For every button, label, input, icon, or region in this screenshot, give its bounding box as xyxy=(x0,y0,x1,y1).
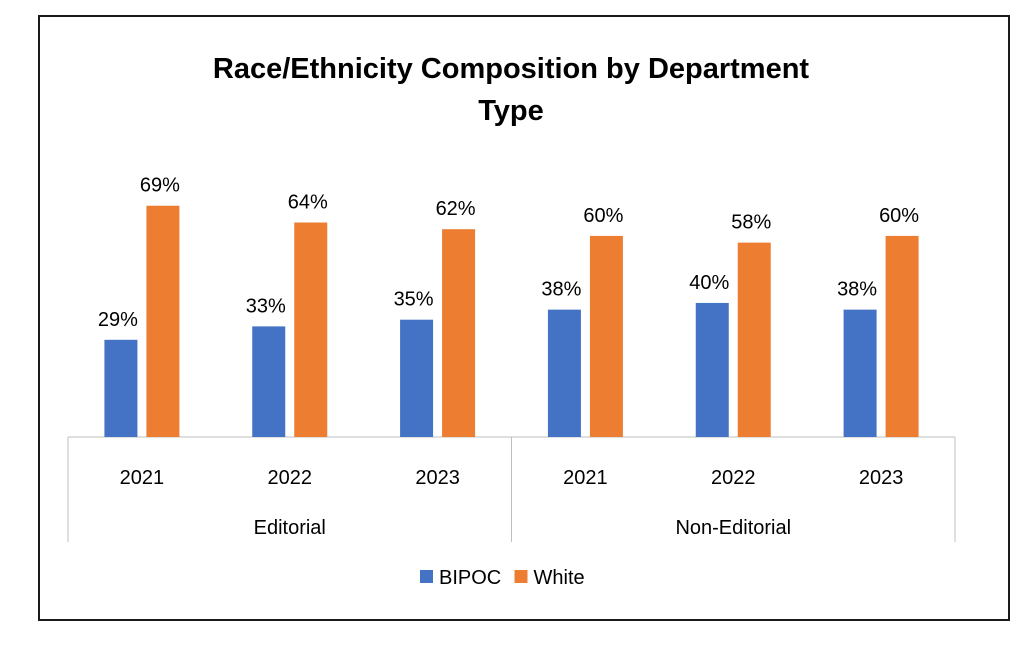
data-label: 60% xyxy=(583,205,623,227)
data-label: 29% xyxy=(98,309,138,331)
legend-swatch-bipoc xyxy=(420,570,433,583)
data-label: 40% xyxy=(689,272,729,294)
data-label: 60% xyxy=(879,205,919,227)
x-tick-label: 2023 xyxy=(859,467,904,489)
bar-bipoc xyxy=(252,326,286,437)
data-label: 58% xyxy=(731,212,771,234)
legend-label-bipoc: BIPOC xyxy=(439,567,501,589)
data-label: 62% xyxy=(436,198,476,220)
labels-layer: 29% 69% 2021 33% 64% 2022 35% 62% 2023 38% 60% 2021… xyxy=(98,175,919,539)
bar-white xyxy=(146,205,180,437)
legend-label-white: White xyxy=(534,567,585,589)
bar-bipoc xyxy=(547,309,581,437)
data-label: 33% xyxy=(246,295,286,317)
bar-white xyxy=(442,229,476,437)
bar-bipoc xyxy=(695,302,729,437)
bar-white xyxy=(885,235,919,437)
bar-white xyxy=(589,235,623,437)
x-group-label: Non-Editorial xyxy=(675,517,791,539)
x-tick-label: 2023 xyxy=(415,467,460,489)
bar-bipoc xyxy=(843,309,877,437)
axis-layer xyxy=(67,436,956,542)
bar-white xyxy=(737,242,771,437)
bar-white xyxy=(294,222,328,437)
x-tick-label: 2021 xyxy=(563,467,608,489)
data-label: 35% xyxy=(394,289,434,311)
bar-bipoc xyxy=(104,339,138,437)
x-tick-label: 2022 xyxy=(268,467,313,489)
x-tick-label: 2021 xyxy=(120,467,165,489)
x-group-label: Editorial xyxy=(254,517,326,539)
bar-bipoc xyxy=(400,319,434,437)
data-label: 38% xyxy=(541,279,581,301)
data-label: 69% xyxy=(140,175,180,197)
legend-swatch-white xyxy=(514,570,528,583)
legend: BIPOC White xyxy=(420,567,585,589)
chart-title-line-2: Type xyxy=(478,95,544,127)
x-tick-label: 2022 xyxy=(711,467,756,489)
bars-layer xyxy=(104,205,919,437)
data-label: 38% xyxy=(837,279,877,301)
chart-title-line-1: Race/Ethnicity Composition by Department xyxy=(213,53,810,85)
data-label: 64% xyxy=(288,191,328,213)
